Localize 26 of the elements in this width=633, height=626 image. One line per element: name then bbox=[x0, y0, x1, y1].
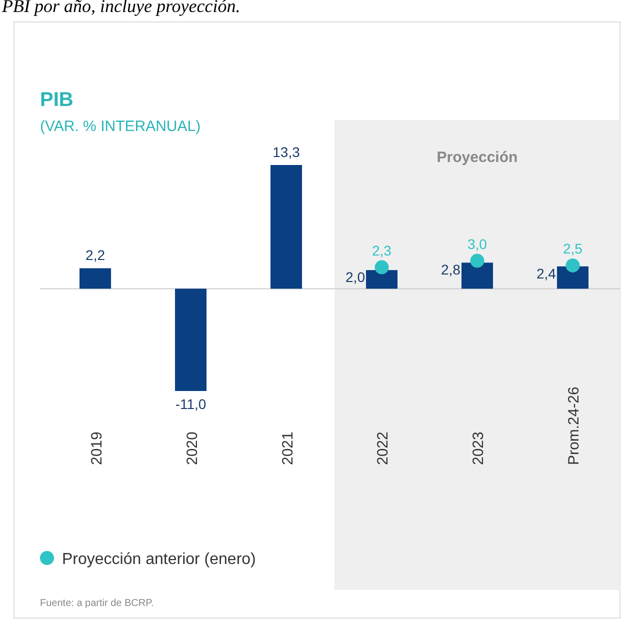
data-label: -11,0 bbox=[175, 396, 206, 412]
data-label: 3,0 bbox=[468, 236, 488, 252]
legend-label: Proyección anterior (enero) bbox=[62, 551, 256, 568]
bar bbox=[366, 270, 398, 289]
source-note: Fuente: a partir de BCRP. bbox=[40, 598, 154, 609]
data-label: 2,2 bbox=[86, 247, 106, 264]
bar bbox=[461, 262, 493, 289]
bar bbox=[175, 288, 207, 391]
chart-title: PIB bbox=[40, 89, 74, 111]
x-tick-label: 2022 bbox=[374, 432, 392, 465]
x-tick-label: 2023 bbox=[470, 432, 488, 465]
band-label: Proyección bbox=[436, 149, 518, 166]
x-tick-label: 2020 bbox=[184, 432, 201, 465]
x-tick-label: Prom.24-26 bbox=[566, 386, 583, 465]
x-tick-label: 2021 bbox=[279, 432, 296, 465]
bar bbox=[270, 165, 302, 289]
chart-subtitle: (VAR. % INTERANUAL) bbox=[40, 118, 201, 135]
x-tick-label: 2019 bbox=[88, 432, 106, 465]
data-label: 13,3 bbox=[272, 144, 300, 160]
bar bbox=[556, 266, 588, 289]
data-label: 2,0 bbox=[346, 269, 366, 286]
data-label: 2,8 bbox=[441, 262, 461, 278]
data-label: 2,4 bbox=[536, 265, 556, 282]
data-label: 2,3 bbox=[372, 242, 392, 258]
data-label: 2,5 bbox=[562, 240, 583, 256]
bar bbox=[80, 268, 112, 289]
